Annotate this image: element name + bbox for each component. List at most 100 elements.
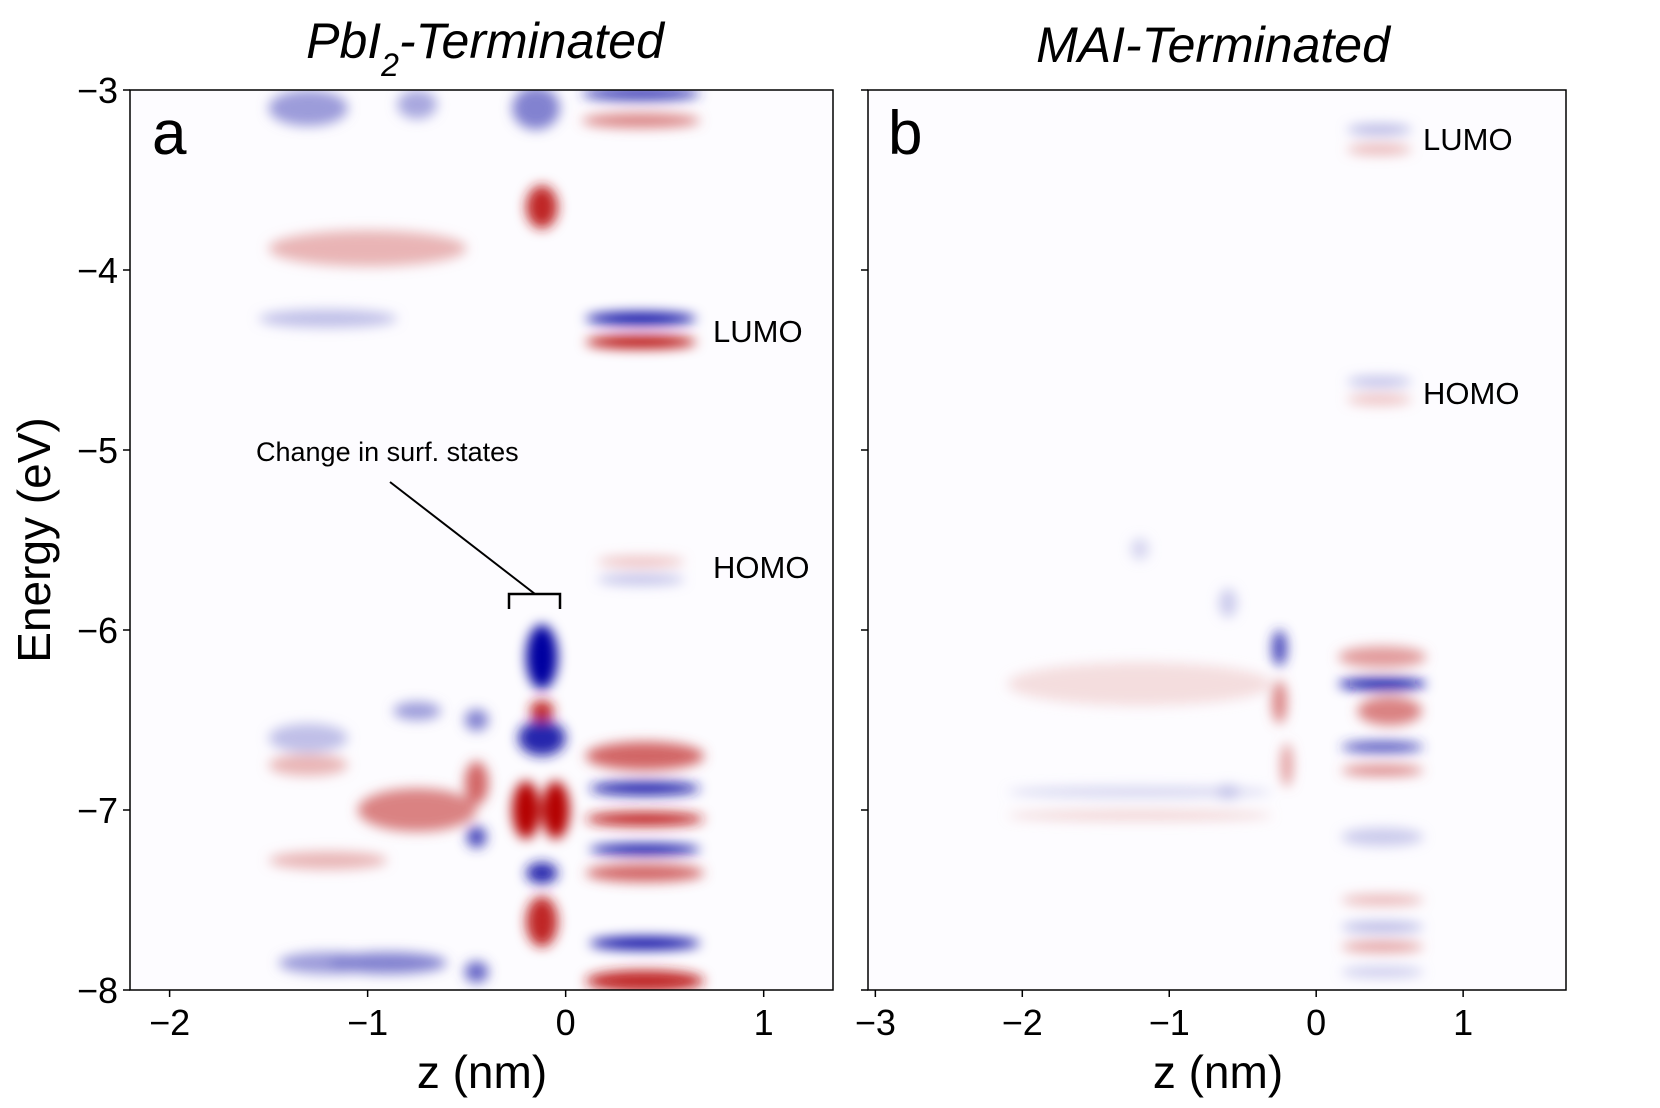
- x-tick-label: −1: [1149, 1002, 1190, 1043]
- heatmap-feature-12: [1341, 941, 1424, 953]
- panel-a-heatmap: [130, 90, 833, 990]
- panel-a-homo-label: HOMO: [713, 550, 809, 585]
- heatmap-feature-1: [581, 113, 701, 128]
- x-tick-label: −3: [855, 1002, 896, 1043]
- heatmap-feature-36: [278, 952, 378, 974]
- panel-a-yticks: −3 −4 −5 −6 −7 −8: [77, 70, 130, 1011]
- heatmap-feature-6: [1357, 696, 1422, 726]
- panel-b-title: MAI-Terminated: [1036, 17, 1392, 73]
- heatmap-feature-7: [1341, 741, 1424, 753]
- panel-b-letter: b: [888, 99, 922, 168]
- heatmap-feature-15: [1272, 680, 1287, 724]
- x-tick-label: 0: [1306, 1002, 1326, 1043]
- heatmap-feature-14: [466, 826, 487, 848]
- heatmap-feature-26: [589, 936, 701, 950]
- x-tick-label: 1: [754, 1002, 774, 1043]
- panel-a-ylabel: Energy (eV): [8, 417, 60, 662]
- heatmap-background: [868, 90, 1566, 990]
- panel-b-frame: [867, 89, 1567, 991]
- heatmap-feature-21: [1219, 588, 1237, 618]
- heatmap-feature-10: [1341, 894, 1424, 906]
- heatmap-feature-2: [585, 312, 697, 325]
- heatmap-feature-15: [464, 761, 489, 805]
- heatmap-feature-17: [1007, 786, 1273, 798]
- heatmap-feature-24: [585, 864, 705, 882]
- y-tick-label: −8: [77, 970, 118, 1011]
- panel-b-heatmap: [868, 90, 1566, 990]
- y-tick-label: −6: [77, 610, 118, 651]
- panel-b-yticks: [861, 89, 868, 991]
- x-tick-label: −2: [1002, 1002, 1043, 1043]
- panel-b-xticks: −3 −2 −1 0 1: [855, 990, 1473, 1043]
- heatmap-feature-21: [589, 781, 701, 796]
- heatmap-feature-4: [597, 556, 685, 567]
- panel-a-xticks: −2 −1 0 1: [149, 990, 774, 1043]
- heatmap-feature-10: [512, 781, 540, 839]
- heatmap-feature-33: [268, 723, 348, 753]
- heatmap-feature-18: [393, 702, 441, 720]
- x-tick-label: −2: [149, 1002, 190, 1043]
- heatmap-feature-22: [585, 811, 705, 827]
- heatmap-feature-5: [597, 574, 685, 585]
- heatmap-feature-8: [518, 720, 566, 756]
- surf-states-bracket: [507, 592, 562, 609]
- panel-b-homo-label: HOMO: [1423, 376, 1519, 411]
- heatmap-feature-1: [1347, 144, 1412, 155]
- heatmap-feature-8: [1341, 765, 1424, 776]
- panel-a-lumo-label: LUMO: [713, 314, 803, 349]
- annotation-arrow-line: [389, 481, 536, 595]
- heatmap-feature-31: [397, 90, 437, 119]
- heatmap-feature-12: [526, 862, 558, 884]
- heatmap-feature-2: [1347, 376, 1412, 387]
- panel-b: MAI-Terminated −3 −2 −1 0 1 b z (nm) LUMO HO…: [855, 17, 1567, 1098]
- heatmap-feature-6: [526, 185, 558, 229]
- heatmap-feature-11: [541, 781, 570, 839]
- heatmap-feature-25: [585, 741, 705, 771]
- heatmap-feature-18: [1007, 810, 1273, 821]
- panel-b-lumo-label: LUMO: [1423, 122, 1513, 157]
- heatmap-feature-7: [526, 624, 558, 690]
- heatmap-feature-23: [589, 844, 701, 855]
- panel-a-letter: a: [152, 99, 187, 168]
- heatmap-feature-11: [1341, 921, 1424, 933]
- y-tick-label: −3: [77, 70, 118, 111]
- heatmap-feature-16: [464, 961, 489, 983]
- heatmap-feature-29: [268, 230, 467, 267]
- heatmap-feature-14: [1272, 630, 1287, 666]
- heatmap-feature-0: [1347, 124, 1412, 135]
- heatmap-feature-3: [1347, 394, 1412, 405]
- heatmap-feature-5: [1338, 646, 1427, 668]
- heatmap-feature-16: [1280, 743, 1293, 787]
- heatmap-feature-20: [1131, 538, 1149, 560]
- y-tick-label: −4: [77, 250, 118, 291]
- x-tick-label: −1: [347, 1002, 388, 1043]
- panel-b-xlabel: z (nm): [1153, 1046, 1283, 1098]
- heatmap-feature-35: [268, 851, 388, 870]
- heatmap-feature-34: [268, 754, 348, 776]
- heatmap-feature-13: [1341, 966, 1424, 978]
- heatmap-feature-22: [1216, 784, 1240, 800]
- panel-a-xlabel: z (nm): [417, 1046, 547, 1098]
- x-tick-label: 0: [556, 1002, 576, 1043]
- heatmap-feature-27: [585, 970, 705, 990]
- heatmap-feature-19: [1007, 662, 1273, 706]
- heatmap-feature-17: [464, 709, 489, 731]
- heatmap-feature-13: [526, 896, 558, 947]
- panel-a: PbI2-Terminated −2 −1 0 1 −3 −4 −5 −6 −7 −8 a z …: [8, 13, 834, 1098]
- panel-a-surf-states-label: Change in surf. states: [256, 437, 519, 467]
- heatmap-feature-9: [530, 700, 554, 722]
- x-tick-label: 1: [1453, 1002, 1473, 1043]
- heatmap-feature-32: [512, 90, 560, 130]
- panel-a-frame: [129, 89, 834, 991]
- heatmap-feature-9: [1341, 828, 1424, 846]
- heatmap-feature-3: [585, 335, 697, 349]
- heatmap-feature-0: [581, 90, 701, 101]
- heatmap-feature-30: [268, 90, 348, 126]
- panel-a-title: PbI2-Terminated: [306, 13, 666, 83]
- heatmap-background: [130, 90, 833, 990]
- y-tick-label: −7: [77, 790, 118, 831]
- heatmap-feature-4: [1338, 677, 1427, 691]
- y-tick-label: −5: [77, 430, 118, 471]
- heatmap-feature-19: [357, 788, 477, 832]
